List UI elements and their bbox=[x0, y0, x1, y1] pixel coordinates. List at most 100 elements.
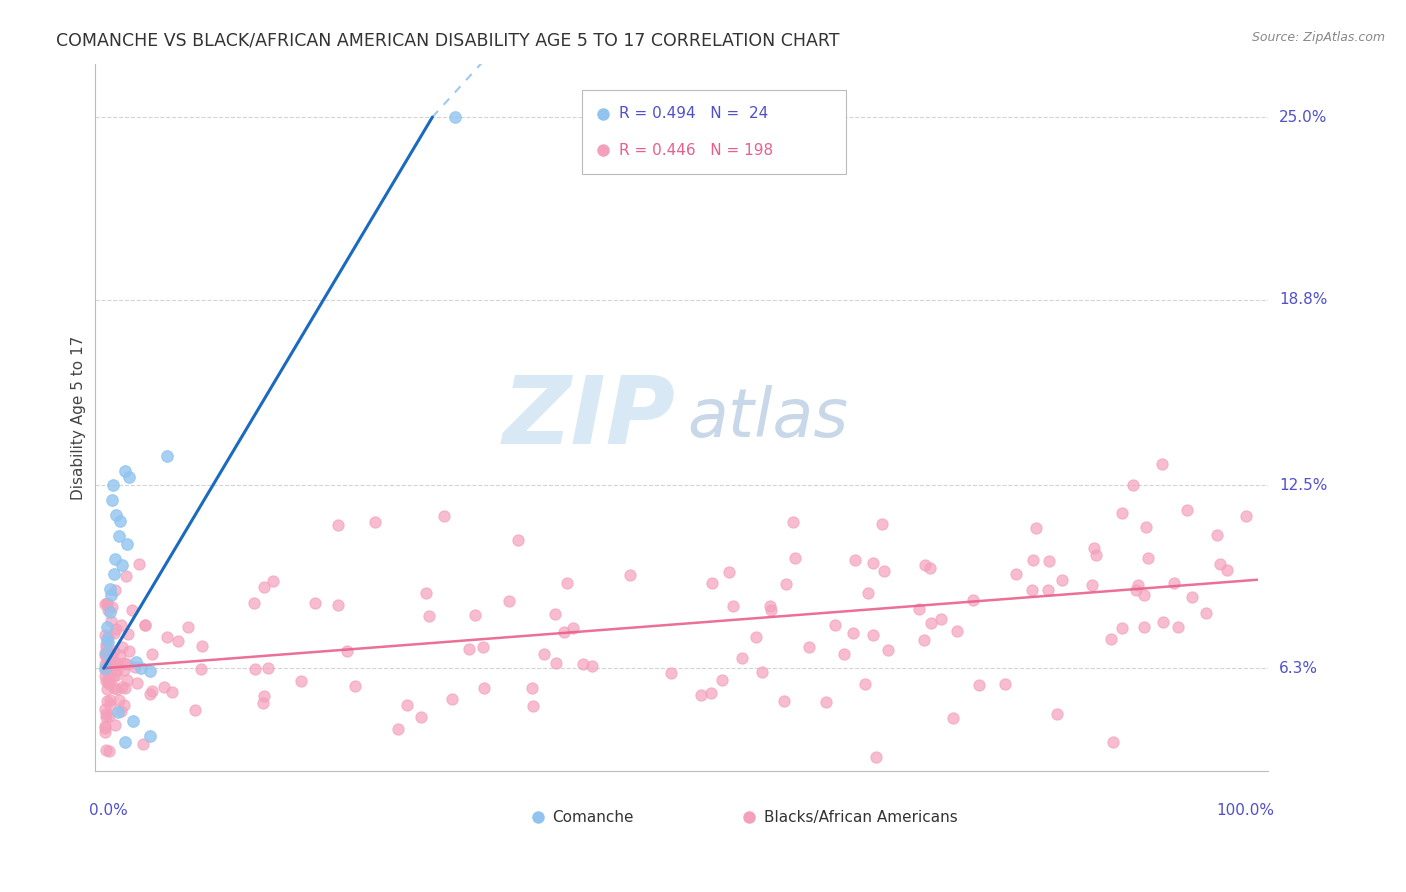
Point bbox=[1111, 622, 1133, 636]
Point bbox=[94, 648, 117, 662]
Point bbox=[94, 743, 117, 757]
Point bbox=[103, 566, 125, 581]
Point bbox=[1036, 583, 1059, 598]
Point bbox=[253, 580, 276, 594]
Point bbox=[773, 694, 796, 708]
Point bbox=[94, 663, 117, 677]
Text: Source: ZipAtlas.com: Source: ZipAtlas.com bbox=[1251, 31, 1385, 45]
Point bbox=[745, 630, 768, 644]
Point bbox=[858, 586, 880, 600]
Point bbox=[94, 719, 117, 733]
Point bbox=[1122, 478, 1144, 492]
Point bbox=[96, 654, 118, 668]
Point bbox=[114, 735, 136, 749]
Point bbox=[101, 478, 124, 492]
Text: Blacks/African Americans: Blacks/African Americans bbox=[763, 810, 957, 825]
Point bbox=[797, 640, 820, 655]
Point bbox=[111, 640, 134, 655]
Point bbox=[107, 528, 129, 542]
Text: COMANCHE VS BLACK/AFRICAN AMERICAN DISABILITY AGE 5 TO 17 CORRELATION CHART: COMANCHE VS BLACK/AFRICAN AMERICAN DISAB… bbox=[56, 31, 839, 49]
Point bbox=[700, 575, 723, 590]
Point bbox=[98, 605, 121, 619]
Point bbox=[94, 722, 117, 736]
Point bbox=[184, 703, 207, 717]
Point bbox=[191, 640, 214, 654]
Text: 100.0%: 100.0% bbox=[1216, 803, 1274, 818]
Point bbox=[257, 660, 280, 674]
Point bbox=[553, 625, 575, 640]
Point bbox=[94, 710, 117, 724]
Text: R = 0.446   N = 198: R = 0.446 N = 198 bbox=[619, 143, 773, 158]
Point bbox=[111, 558, 134, 572]
Point bbox=[1216, 563, 1239, 577]
Point bbox=[862, 628, 884, 642]
Point bbox=[97, 603, 120, 617]
Point bbox=[758, 599, 780, 614]
Point bbox=[105, 657, 128, 671]
Point bbox=[1111, 506, 1133, 520]
Point bbox=[96, 598, 118, 612]
Point bbox=[1209, 558, 1232, 572]
Point bbox=[114, 663, 136, 677]
Point bbox=[101, 599, 124, 614]
Point bbox=[98, 698, 121, 713]
Point bbox=[873, 564, 896, 578]
Point bbox=[920, 615, 942, 630]
Point bbox=[440, 692, 463, 706]
Point bbox=[1128, 578, 1150, 592]
Point bbox=[344, 679, 367, 693]
Text: Comanche: Comanche bbox=[553, 810, 634, 825]
Point bbox=[751, 665, 773, 680]
Point bbox=[700, 686, 723, 700]
Point bbox=[844, 552, 866, 566]
Point bbox=[103, 681, 125, 695]
Point bbox=[252, 696, 274, 710]
Point bbox=[104, 582, 127, 597]
Point bbox=[117, 626, 139, 640]
Point bbox=[444, 110, 467, 124]
Bar bbox=[582, 90, 846, 174]
Point bbox=[290, 673, 312, 688]
Point bbox=[156, 449, 179, 463]
Point bbox=[121, 714, 143, 729]
Point bbox=[814, 695, 837, 709]
Point bbox=[1025, 521, 1047, 535]
Point bbox=[877, 642, 900, 657]
Point bbox=[908, 602, 931, 616]
Point bbox=[141, 684, 163, 698]
Text: 25.0%: 25.0% bbox=[1279, 110, 1327, 125]
Point bbox=[718, 566, 741, 580]
Point bbox=[555, 575, 578, 590]
Point bbox=[97, 630, 120, 644]
Point bbox=[98, 709, 121, 723]
Point bbox=[328, 518, 350, 533]
Point bbox=[115, 537, 138, 551]
Point bbox=[97, 673, 120, 688]
Point bbox=[262, 574, 284, 588]
Point bbox=[544, 607, 567, 622]
Point bbox=[108, 648, 131, 662]
Point bbox=[103, 626, 125, 640]
Point bbox=[572, 657, 595, 672]
Point bbox=[94, 725, 117, 739]
Point bbox=[104, 718, 127, 732]
Point bbox=[190, 662, 212, 676]
Point bbox=[121, 603, 143, 617]
Point bbox=[1153, 615, 1175, 629]
Point bbox=[415, 586, 437, 600]
Point bbox=[110, 618, 132, 632]
Point bbox=[1022, 553, 1045, 567]
Point bbox=[841, 626, 863, 640]
Point bbox=[103, 670, 125, 684]
Point bbox=[100, 657, 122, 671]
Point bbox=[96, 596, 118, 610]
Point bbox=[152, 680, 174, 694]
Point bbox=[100, 587, 122, 601]
Point bbox=[945, 624, 967, 638]
Point bbox=[105, 681, 128, 696]
Point bbox=[304, 596, 326, 610]
Point bbox=[101, 493, 124, 508]
Point bbox=[418, 609, 440, 624]
Point bbox=[105, 663, 128, 677]
Point bbox=[994, 677, 1017, 691]
